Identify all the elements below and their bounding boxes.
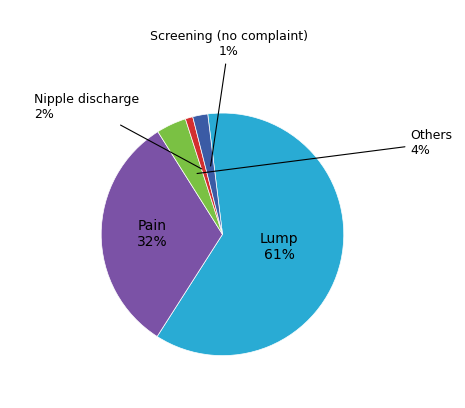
Text: Pain
32%: Pain 32% — [137, 219, 167, 249]
Wedge shape — [193, 114, 222, 234]
Text: Screening (no complaint)
1%: Screening (no complaint) 1% — [150, 31, 307, 166]
Text: Nipple discharge
2%: Nipple discharge 2% — [34, 93, 202, 169]
Wedge shape — [186, 117, 222, 234]
Wedge shape — [101, 132, 222, 337]
Wedge shape — [157, 113, 344, 356]
Wedge shape — [158, 119, 222, 234]
Text: Others
4%: Others 4% — [197, 129, 452, 173]
Text: Lump
61%: Lump 61% — [260, 232, 299, 262]
